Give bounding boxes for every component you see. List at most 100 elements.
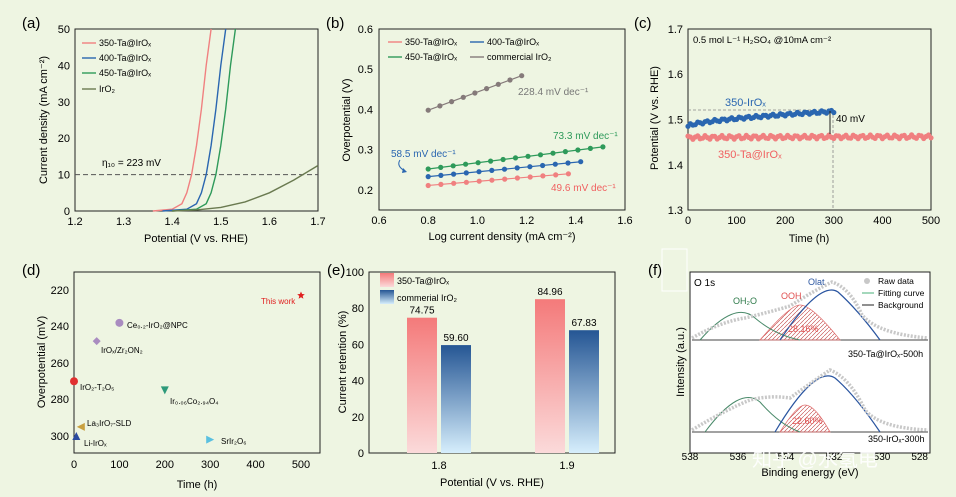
panel-b-slope-label: 228.4 mV dec⁻¹ <box>518 87 589 98</box>
panel-b-point <box>562 149 569 155</box>
panel-f-legend: Raw data Fitting curve Background <box>862 276 925 310</box>
panel-d-point-label: IrOₓ/Zr₂ON₂ <box>101 346 143 355</box>
panel-e-legend-label: 350-Ta@IrOₓ <box>397 276 449 286</box>
panel-f-peak-ooh <box>779 404 831 433</box>
panel-d-frame <box>73 271 321 454</box>
panel-a-series-line <box>172 164 319 212</box>
panel-e-bar-label: 59.60 <box>443 333 468 344</box>
panel-e-label: (e) <box>327 262 345 279</box>
panel-d-xticks: 0 100 200 300 400 500 <box>71 459 310 471</box>
panel-a-legend-label: 450-Ta@IrOₓ <box>99 68 151 78</box>
panel-b-point <box>463 170 469 176</box>
panel-b-point <box>425 174 431 180</box>
panel-c-xtick: 500 <box>922 215 940 227</box>
panel-a-xtick: 1.4 <box>165 216 180 228</box>
panel-d-ytick: 280 <box>51 394 69 406</box>
panel-e: (e) 0 20 40 60 80 100 1.8 1.9 Potential … <box>327 262 616 489</box>
panel-f-legend-label: Raw data <box>878 276 914 286</box>
panel-b-legend: 350-Ta@IrOₓ 400-Ta@IrOₓ 450-Ta@IrOₓ comm… <box>388 37 552 62</box>
panel-b-xtick: 1.0 <box>470 215 485 227</box>
panel-d-point-label: Ir₀.₀₆Co₂.₉₄O₄ <box>170 397 218 406</box>
watermark: 知乎 @水氢电 <box>752 448 878 471</box>
panel-d-marker <box>92 337 101 346</box>
panel-b-label: (b) <box>326 15 344 32</box>
panel-b-point <box>438 164 444 170</box>
panel-b-fit-line <box>428 173 569 187</box>
panel-b-xtick: 1.4 <box>568 215 583 227</box>
panel-b-point <box>565 171 572 177</box>
panel-b-slope-label: 73.3 mV dec⁻¹ <box>553 131 618 142</box>
panel-b-legend-label: commercial IrO₂ <box>487 52 552 62</box>
panel-b-point <box>451 180 457 186</box>
panel-b-ylabel: Overpotential (V) <box>341 78 353 161</box>
panel-e-ytick: 60 <box>352 339 364 351</box>
panel-a-ytick: 40 <box>58 60 70 72</box>
panel-d-marker <box>76 422 85 431</box>
panel-c-title: 0.5 mol L⁻¹ H₂SO₄ @10mA cm⁻² <box>693 35 831 46</box>
panel-c-ytick: 1.6 <box>668 69 683 81</box>
panel-b-point <box>552 161 558 167</box>
panel-a-annotation: η₁₀ = 223 mV <box>102 158 161 169</box>
panel-a-ytick: 30 <box>58 97 70 109</box>
panel-b-point <box>463 161 469 167</box>
panel-f-peak-oh2o <box>699 311 801 341</box>
panel-f-xtick: 532 <box>826 452 843 463</box>
panel-b-point <box>575 147 581 153</box>
panel-e-bar-label: 84.96 <box>537 287 562 298</box>
panel-b-xtick: 1.6 <box>617 215 632 227</box>
panel-b-ytick: 0.4 <box>358 105 373 117</box>
panel-e-frame <box>368 271 616 454</box>
panel-e-bar <box>535 299 565 453</box>
panel-e-bar-label: 74.75 <box>409 306 434 317</box>
panel-d-point-label: Li-IrOₓ <box>84 439 107 448</box>
panel-f-xtick: 534 <box>778 452 795 463</box>
panel-c: (c) 0.5 mol L⁻¹ H₂SO₄ @10mA cm⁻² 0 100 2… <box>634 15 940 245</box>
panel-a-xtick: 1.7 <box>310 216 325 228</box>
panel-c-point <box>928 135 934 141</box>
panel-c-yticks: 1.3 1.4 1.5 1.6 1.7 <box>668 24 683 217</box>
panel-b-point <box>514 175 521 181</box>
panel-c-frame <box>687 28 932 211</box>
panel-d-marker <box>115 318 124 327</box>
panel-a-legend-label: 400-Ta@IrOₓ <box>99 53 151 63</box>
panel-b-point <box>476 178 482 184</box>
panel-a-legend-label: IrO₂ <box>99 84 115 94</box>
panel-b: (b) 0.6 0.8 1.0 1.2 1.4 1.6 0.2 0.3 0.4 … <box>326 15 633 243</box>
panel-d-yticks: 220 240 260 280 300 <box>51 285 69 443</box>
panel-e-bar <box>441 345 471 453</box>
panel-d-marker <box>297 291 305 299</box>
panel-e-legend: 350-Ta@IrOₓ commerial IrO₂ <box>380 273 458 304</box>
panel-a-series <box>152 28 319 212</box>
panel-a-legend-label: 350-Ta@IrOₓ <box>99 38 151 48</box>
panel-c-series-label: 350-Ta@IrOₓ <box>718 149 782 161</box>
panel-b-xticks: 0.6 0.8 1.0 1.2 1.4 1.6 <box>371 215 632 227</box>
panel-b-point <box>438 181 444 187</box>
panel-b-point <box>438 172 444 178</box>
panel-b-legend-label: 450-Ta@IrOₓ <box>405 52 457 62</box>
panel-f-peak-label: OOH <box>781 291 802 301</box>
panel-b-legend-label: 400-Ta@IrOₓ <box>487 37 539 47</box>
panel-b-point <box>519 73 525 79</box>
panel-a-xtick: 1.3 <box>116 216 131 228</box>
panel-d-point-label: This work <box>261 297 296 306</box>
panel-c-xtick: 0 <box>685 215 691 227</box>
panel-a-ylabel: Current density (mA cm⁻²) <box>38 56 50 184</box>
panel-e-ytick: 40 <box>352 376 364 388</box>
panel-b-point <box>476 169 482 175</box>
panel-b-point <box>449 99 455 105</box>
panel-f-xtick: 538 <box>682 452 699 463</box>
panel-c-annotation: 40 mV <box>836 114 865 125</box>
panel-f-label: (f) <box>648 262 662 279</box>
panel-a-ytick: 10 <box>58 170 70 182</box>
panel-b-point <box>450 163 456 169</box>
panel-b-point <box>495 81 501 87</box>
panel-b-ytick: 0.6 <box>358 24 373 36</box>
panel-b-point <box>540 162 546 169</box>
panel-f-xticks: 538 536 534 532 530 528 <box>682 452 929 463</box>
panel-f-legend-label: Background <box>878 300 924 310</box>
panel-b-point <box>537 152 544 158</box>
panel-b-point <box>553 172 559 178</box>
panel-b-point <box>501 166 508 172</box>
panel-b-point <box>525 153 531 159</box>
panel-c-series <box>685 107 934 142</box>
